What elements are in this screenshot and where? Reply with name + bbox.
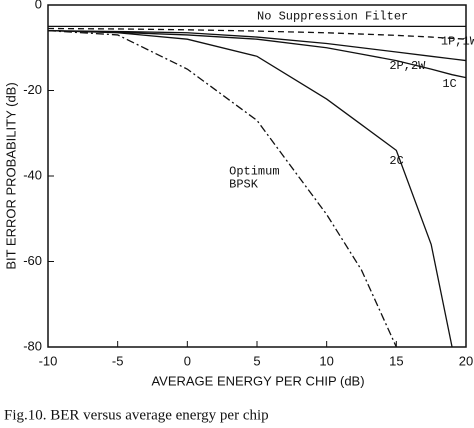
- y-tick-label: -60: [23, 253, 42, 268]
- series-line: [47, 30, 467, 79]
- y-tick-label: -20: [23, 82, 42, 97]
- series-line: [47, 30, 467, 62]
- series-line: [47, 27, 467, 40]
- y-tick-label: 0: [35, 0, 42, 11]
- series-label: No Suppression Filter: [257, 9, 408, 23]
- x-axis-label: AVERAGE ENERGY PER CHIP (dB): [151, 373, 364, 388]
- y-tick-label: -80: [23, 338, 42, 353]
- x-tick-label: -10: [39, 353, 58, 368]
- series-label-line: Optimum: [229, 165, 287, 179]
- x-tick-label: 10: [319, 353, 333, 368]
- series-label: Optimum BPSK: [229, 165, 287, 192]
- series-label: 2C: [389, 154, 403, 168]
- series-label-line: BPSK: [229, 178, 259, 192]
- x-tick-label: -5: [112, 353, 124, 368]
- series-label: 1C: [442, 77, 456, 91]
- x-tick-label: 0: [184, 353, 191, 368]
- series-line: [47, 30, 453, 348]
- x-tick-label: 5: [253, 353, 260, 368]
- caption: Fig.10. BER versus average energy per ch…: [4, 407, 269, 423]
- y-axis-label: BIT ERROR PROBABILITY (dB): [3, 82, 18, 269]
- series-line: [47, 30, 397, 348]
- x-tick-label: 20: [459, 353, 473, 368]
- x-tick-label: 15: [389, 353, 403, 368]
- y-tick-label: -40: [23, 167, 42, 182]
- series-label: 2P,2W: [389, 59, 426, 73]
- series-label: 1P,1W: [441, 35, 474, 49]
